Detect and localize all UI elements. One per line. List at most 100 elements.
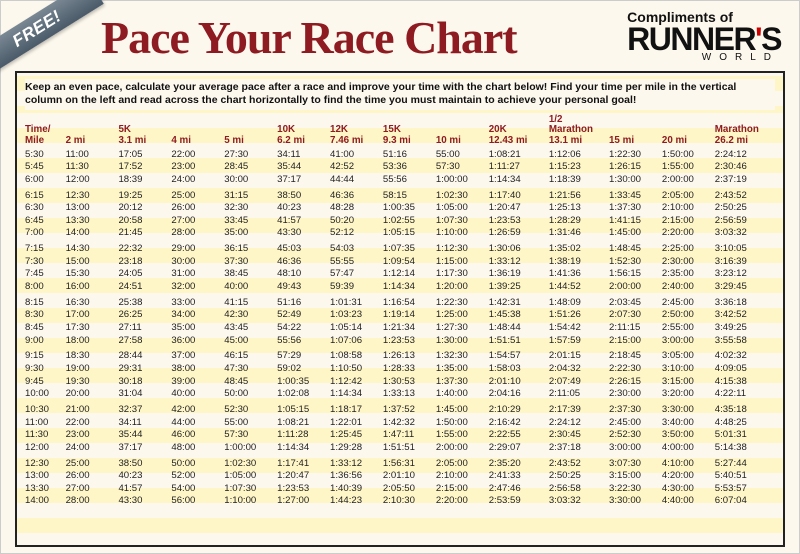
cell: 2:07:30 <box>609 309 662 322</box>
cell: 1:40:00 <box>436 387 489 400</box>
cell: 35:44 <box>118 428 171 441</box>
cell: 54:03 <box>330 239 383 255</box>
cell: 41:57 <box>118 482 171 495</box>
cell: 1:19:14 <box>383 309 436 322</box>
cell: 6:07:04 <box>715 495 775 508</box>
col-header: 15 mi <box>609 114 662 148</box>
cell: 51:16 <box>277 293 330 309</box>
cell: 1:15:23 <box>549 160 609 173</box>
cell: 1:07:30 <box>224 482 277 495</box>
cell: 21:45 <box>118 227 171 240</box>
cell: 3:15:00 <box>609 469 662 482</box>
cell: 1:02:30 <box>224 454 277 470</box>
cell: 2:07:49 <box>549 375 609 388</box>
cell: 1:42:32 <box>383 416 436 429</box>
cell: 1:50:00 <box>662 148 715 161</box>
cell: 6:15 <box>25 186 66 202</box>
cell: 26:00 <box>171 201 224 214</box>
cell: 1:48:45 <box>609 239 662 255</box>
cell: 5:45 <box>25 160 66 173</box>
cell: 28:44 <box>118 346 171 362</box>
table-row: 9:1518:3028:4437:0046:1557:291:08:581:26… <box>25 346 775 362</box>
col-header: 4 mi <box>171 114 224 148</box>
cell: 4:22:11 <box>715 387 775 400</box>
cell: 3:15:00 <box>662 375 715 388</box>
table-row: 14:0028:0043:3056:001:10:001:27:001:44:2… <box>25 495 775 508</box>
cell: 1:56:15 <box>609 268 662 281</box>
cell: 59:02 <box>277 362 330 375</box>
cell: 1:48:09 <box>549 293 609 309</box>
cell: 1:27:00 <box>277 495 330 508</box>
cell: 2:56:59 <box>715 214 775 227</box>
cell: 1:26:15 <box>609 160 662 173</box>
cell: 1:35:02 <box>549 239 609 255</box>
table-row: 9:4519:3030:1839:0048:451:00:351:12:421:… <box>25 375 775 388</box>
table-row: 11:3023:0035:4446:0057:301:11:281:25:451… <box>25 428 775 441</box>
cell: 3:20:00 <box>662 387 715 400</box>
cell: 55:56 <box>383 173 436 186</box>
cell: 45:00 <box>224 334 277 347</box>
cell: 51:16 <box>383 148 436 161</box>
cell: 23:00 <box>171 160 224 173</box>
cell: 24:00 <box>66 441 119 454</box>
cell: 38:00 <box>171 362 224 375</box>
cell: 1:39:25 <box>489 280 549 293</box>
col-header: 20K12.43 mi <box>489 114 549 148</box>
table-row: 8:4517:3027:1135:0043:4554:221:05:141:21… <box>25 321 775 334</box>
cell: 2:53:59 <box>489 495 549 508</box>
cell: 1:12:42 <box>330 375 383 388</box>
cell: 31:15 <box>224 186 277 202</box>
cell: 7:15 <box>25 239 66 255</box>
cell: 31:00 <box>171 268 224 281</box>
cell: 18:00 <box>66 334 119 347</box>
cell: 1:38:19 <box>549 255 609 268</box>
cell: 7:45 <box>25 268 66 281</box>
cell: 1:00:35 <box>277 375 330 388</box>
cell: 30:18 <box>118 375 171 388</box>
col-header: 2 mi <box>66 114 119 148</box>
cell: 9:30 <box>25 362 66 375</box>
table-row: 7:3015:0023:1830:0037:3046:3655:551:09:5… <box>25 255 775 268</box>
cell: 28:45 <box>224 160 277 173</box>
cell: 17:05 <box>118 148 171 161</box>
cell: 3:16:39 <box>715 255 775 268</box>
cell: 1:05:00 <box>224 469 277 482</box>
cell: 1:07:30 <box>436 214 489 227</box>
cell: 2:37:19 <box>715 173 775 186</box>
cell: 37:17 <box>277 173 330 186</box>
cell: 2:05:50 <box>383 482 436 495</box>
cell: 1:41:15 <box>609 214 662 227</box>
col-header: Time/Mile <box>25 114 66 148</box>
cell: 1:55:00 <box>662 160 715 173</box>
col-header: 5 mi <box>224 114 277 148</box>
table-row: 6:0012:0018:3924:0030:0037:1744:4455:561… <box>25 173 775 186</box>
cell: 43:30 <box>277 227 330 240</box>
cell: 27:11 <box>118 321 171 334</box>
cell: 1:05:00 <box>436 201 489 214</box>
cell: 30:00 <box>224 173 277 186</box>
cell: 2:10:00 <box>662 201 715 214</box>
cell: 1:33:45 <box>609 186 662 202</box>
cell: 6:00 <box>25 173 66 186</box>
cell: 2:20:00 <box>436 495 489 508</box>
cell: 3:00:00 <box>609 441 662 454</box>
cell: 2:56:58 <box>549 482 609 495</box>
cell: 1:31:46 <box>549 227 609 240</box>
cell: 40:23 <box>277 201 330 214</box>
cell: 4:30:00 <box>662 482 715 495</box>
cell: 42:00 <box>171 400 224 416</box>
cell: 17:00 <box>66 309 119 322</box>
cell: 50:00 <box>171 454 224 470</box>
cell: 2:00:00 <box>436 441 489 454</box>
cell: 29:00 <box>171 239 224 255</box>
cell: 1:05:15 <box>383 227 436 240</box>
cell: 12:30 <box>25 454 66 470</box>
cell: 30:00 <box>171 255 224 268</box>
cell: 27:00 <box>66 482 119 495</box>
cell: 1:28:33 <box>383 362 436 375</box>
cell: 1:28:29 <box>549 214 609 227</box>
cell: 18:30 <box>66 346 119 362</box>
cell: 38:45 <box>224 268 277 281</box>
cell: 23:18 <box>118 255 171 268</box>
cell: 1:30:53 <box>383 375 436 388</box>
